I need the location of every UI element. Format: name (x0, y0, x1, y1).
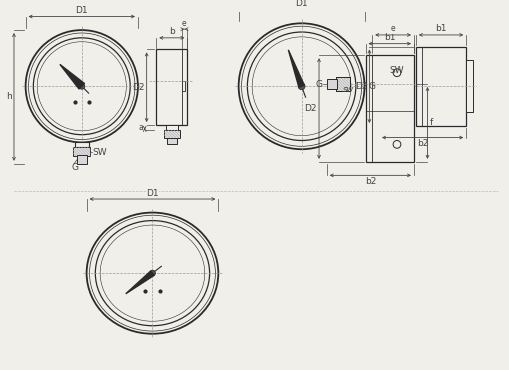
Text: D1: D1 (75, 6, 88, 15)
Bar (166, 125, 177, 130)
Polygon shape (288, 50, 304, 87)
Circle shape (298, 83, 304, 90)
Circle shape (79, 83, 84, 89)
Polygon shape (60, 64, 84, 89)
Text: SW: SW (388, 65, 403, 75)
Text: G: G (367, 82, 375, 91)
Text: e: e (182, 18, 186, 28)
Bar (77, 155, 87, 164)
Bar (181, 81, 185, 91)
Circle shape (392, 141, 400, 148)
Text: sw: sw (342, 85, 353, 94)
Bar (156, 50, 187, 125)
Bar (365, 55, 413, 162)
Bar (378, 81, 389, 91)
Bar (388, 78, 404, 94)
Text: D2: D2 (304, 104, 317, 113)
Bar (415, 47, 465, 126)
Text: b1: b1 (383, 33, 394, 42)
Text: D2: D2 (354, 82, 366, 91)
Text: h: h (6, 92, 12, 101)
Text: D1: D1 (295, 0, 307, 8)
Text: e: e (390, 24, 394, 33)
Text: D1: D1 (146, 189, 158, 198)
Bar (73, 147, 90, 156)
Bar (388, 78, 404, 94)
Bar (164, 130, 179, 138)
Text: G: G (72, 163, 79, 172)
Text: b2: b2 (364, 177, 375, 186)
Bar (465, 60, 472, 112)
Bar (326, 79, 337, 89)
Text: G: G (315, 80, 322, 88)
Text: a: a (138, 124, 143, 132)
Text: b1: b1 (435, 24, 446, 33)
Text: b2: b2 (416, 139, 428, 148)
Bar (75, 142, 89, 147)
Polygon shape (126, 271, 154, 294)
Bar (336, 77, 349, 91)
Bar (166, 138, 176, 144)
Text: D2: D2 (132, 83, 145, 92)
Bar (336, 77, 349, 91)
Text: SW: SW (92, 148, 107, 157)
Text: f: f (429, 118, 432, 127)
Text: b: b (168, 27, 175, 36)
Circle shape (149, 270, 155, 276)
Circle shape (392, 69, 400, 77)
